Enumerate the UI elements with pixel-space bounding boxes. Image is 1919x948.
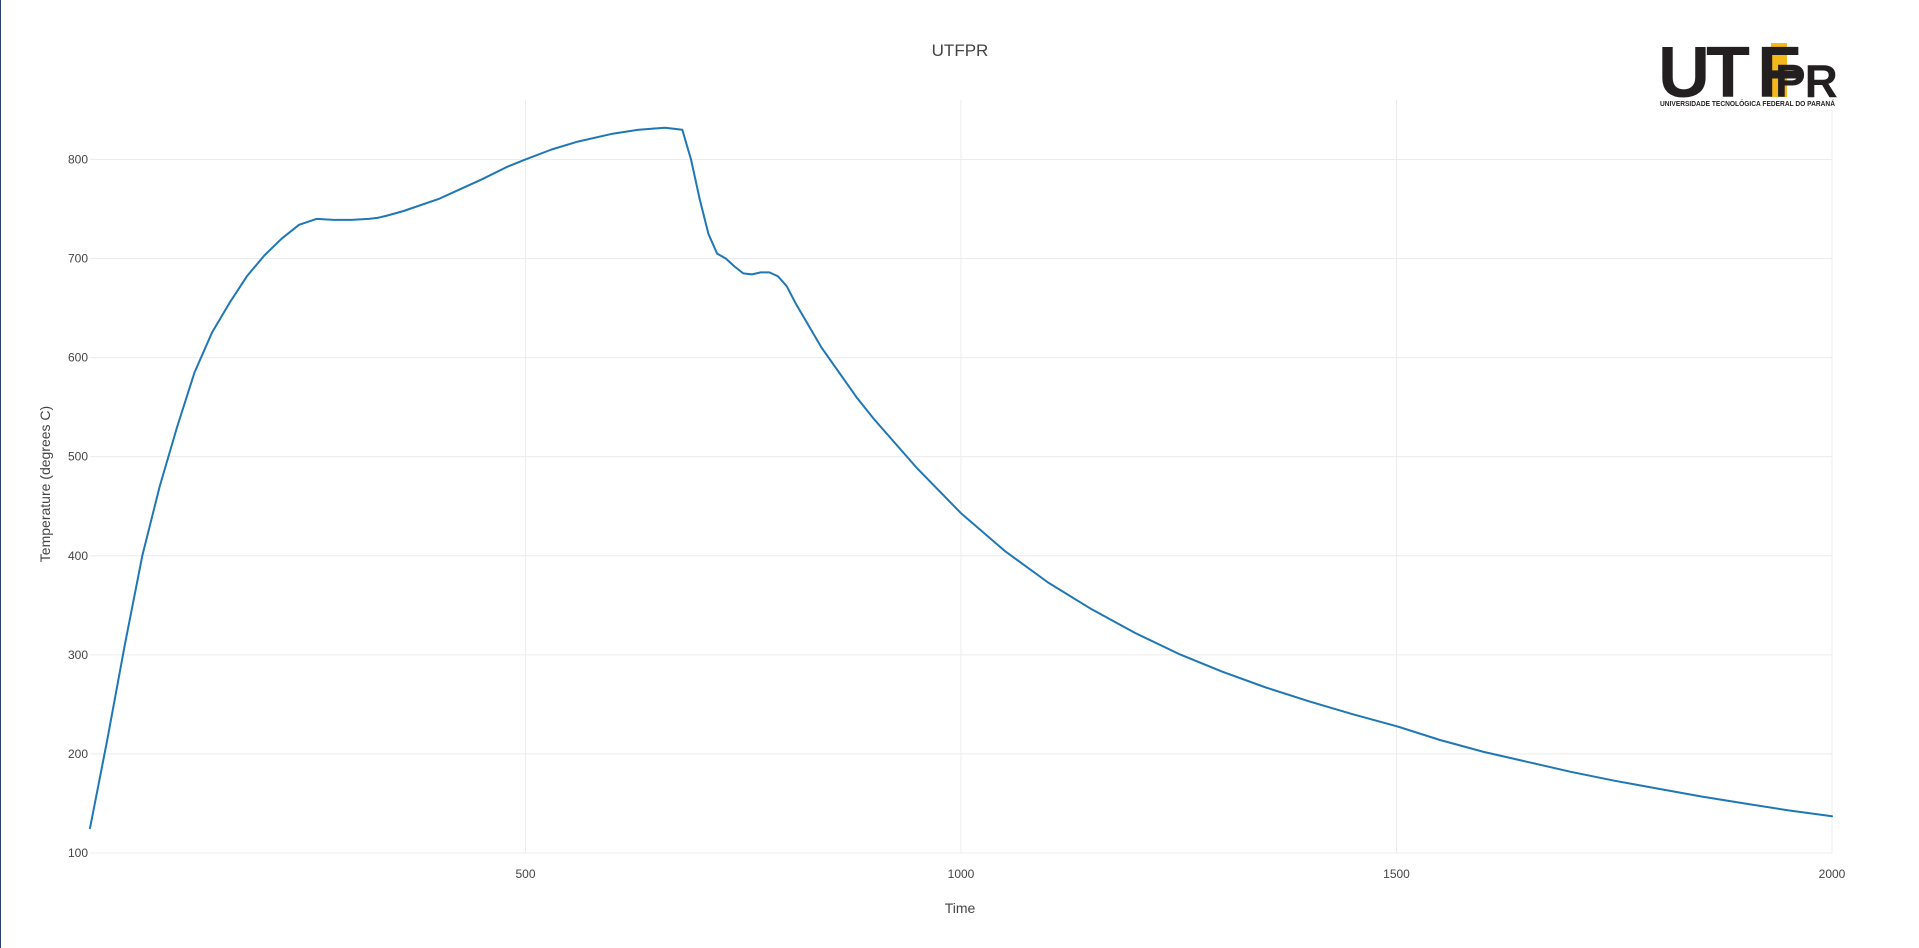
logo-f-text: F [1757,33,1799,113]
y-tick-label: 100 [68,846,88,860]
utfpr-logo: UT F PR UNIVERSIDADE TECNOLÓGICA FEDERAL… [1658,33,1839,113]
chart-title: UTFPR [932,41,989,60]
y-tick-label: 200 [68,747,88,761]
y-axis-ticks: 100 200 300 400 500 600 700 800 [68,152,88,860]
x-tick-label: 2000 [1819,867,1846,881]
y-tick-label: 300 [68,648,88,662]
temperature-series-line [89,126,1833,830]
y-tick-label: 600 [68,351,88,365]
x-tick-label: 1500 [1383,867,1410,881]
y-axis-title: Temperature (degrees C) [37,406,53,562]
series-group [89,126,1833,830]
y-tick-label: 700 [68,252,88,266]
y-tick-label: 400 [68,549,88,563]
x-axis-ticks: 500 1000 1500 2000 [515,867,1845,881]
y-tick-label: 800 [68,152,88,166]
logo-ut-text: UT [1658,33,1750,113]
logo-tagline: UNIVERSIDADE TECNOLÓGICA FEDERAL DO PARA… [1660,99,1835,108]
x-tick-label: 1000 [948,867,975,881]
x-axis-title: Time [945,900,976,916]
left-edge-border [0,0,1,948]
gridlines [90,100,1833,854]
logo-accent-bar [1771,43,1787,97]
y-tick-label: 500 [68,450,88,464]
x-tick-label: 500 [515,867,535,881]
logo-pr-text: PR [1775,55,1838,107]
